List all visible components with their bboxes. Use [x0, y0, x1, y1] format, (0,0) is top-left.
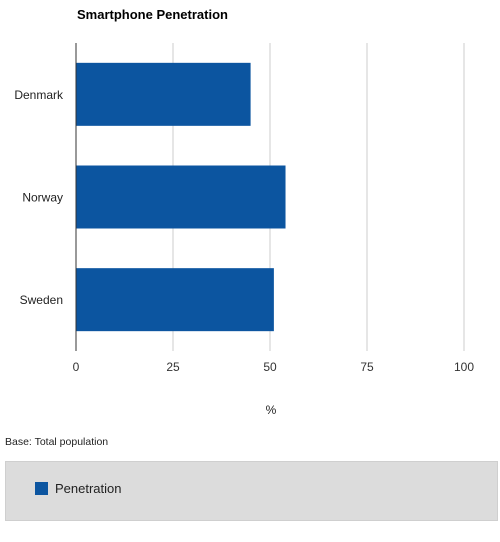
chart-plot: 0 25 50 75 100 Denmark Norway Sweden%: [14, 43, 474, 417]
x-tick-label-75: 75: [360, 360, 374, 374]
x-axis-title: %: [266, 403, 277, 417]
legend-item-penetration[interactable]: Penetration: [35, 481, 122, 496]
category-label-sweden: Sweden: [20, 293, 63, 307]
x-tick-label-25: 25: [166, 360, 180, 374]
bar-sweden[interactable]: [76, 268, 274, 332]
bar-norway[interactable]: [76, 165, 286, 229]
base-footnote: Base: Total population: [5, 436, 109, 448]
chart-title: Smartphone Penetration: [77, 7, 228, 22]
category-label-denmark: Denmark: [14, 88, 64, 102]
x-tick-label-50: 50: [263, 360, 277, 374]
category-label-norway: Norway: [22, 191, 63, 205]
legend-label: Penetration: [55, 481, 122, 496]
legend: Penetration: [5, 461, 498, 521]
legend-swatch: [35, 482, 48, 495]
bar-denmark[interactable]: [76, 62, 251, 126]
x-tick-label-0: 0: [73, 360, 80, 374]
x-tick-label-100: 100: [454, 360, 474, 374]
